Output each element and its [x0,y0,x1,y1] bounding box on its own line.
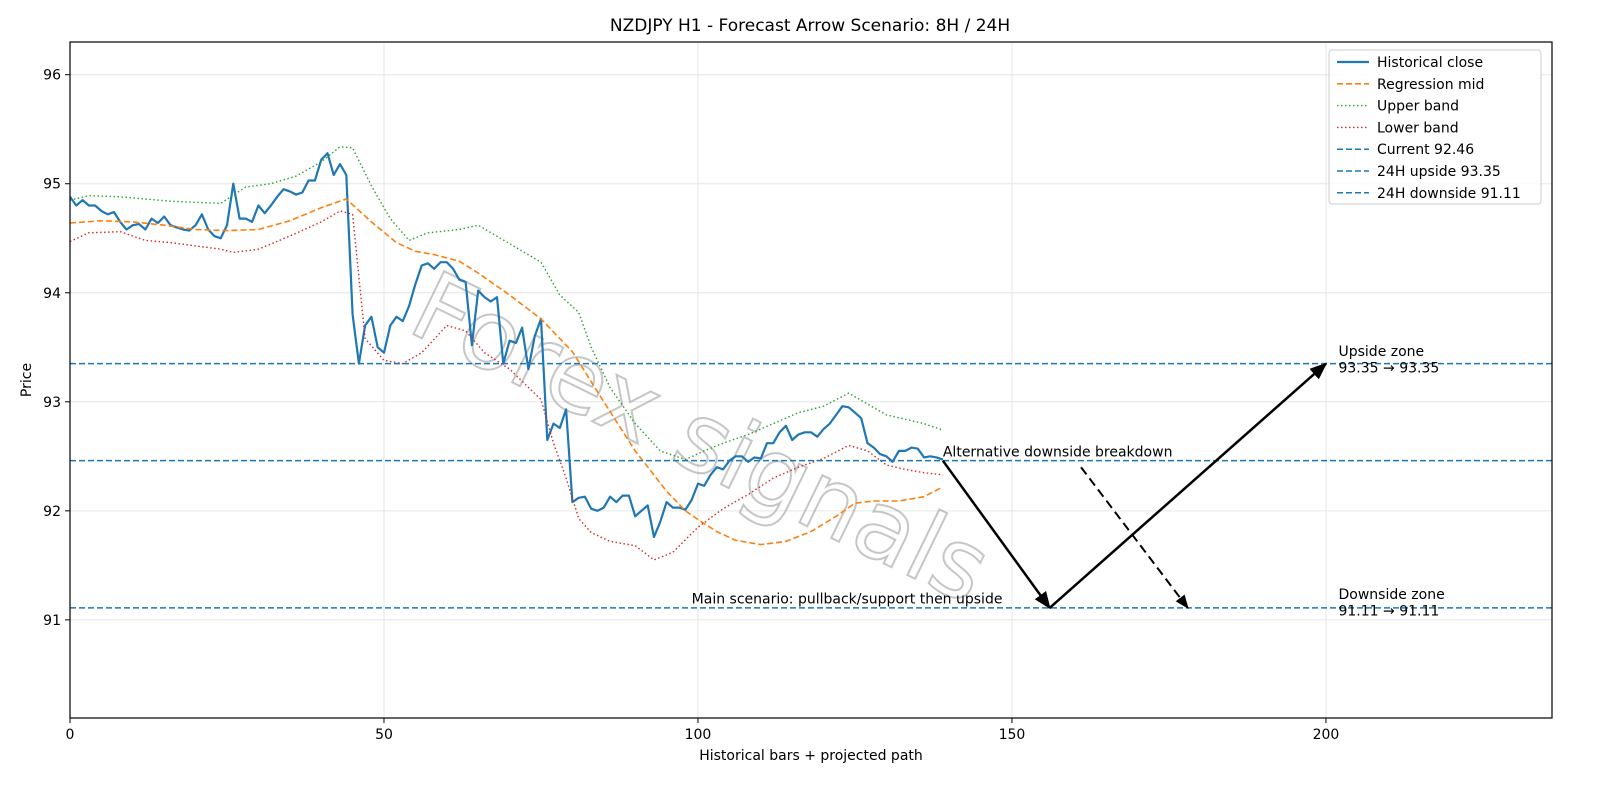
main-scenario-down-arrow [941,459,1051,610]
y-tick-label: 96 [43,68,61,84]
legend-box [1328,49,1542,205]
lower-band-line [70,210,943,561]
legend-entry-label: Historical close [1377,55,1483,71]
legend-entry-label: Upper band [1377,99,1459,115]
x-tick-label: 100 [685,727,712,743]
legend-entry-label: Regression mid [1377,77,1484,93]
y-tick-label: 92 [43,504,61,520]
alternative-breakdown-arrow [1080,466,1189,609]
x-axis-label: Historical bars + projected path [699,748,923,764]
legend-entry-label: 24H upside 93.35 [1377,164,1501,180]
historical-close-line [70,152,944,539]
x-tick-label: 200 [1313,727,1340,743]
plot-frame [69,41,1553,719]
y-tick-label: 91 [43,613,61,629]
upside-zone-range-label: 93.35 → 93.35 [1338,360,1439,376]
y-tick-label: 93 [43,395,61,411]
legend-entry-label: Lower band [1377,120,1459,136]
x-tick-label: 50 [375,727,393,743]
legend-entry-label: 24H downside 91.11 [1377,186,1521,202]
downside-zone-title-label: Downside zone [1338,587,1444,603]
chart-title: NZDJPY H1 - Forecast Arrow Scenario: 8H … [610,16,1010,36]
series-group [70,145,944,561]
y-tick-label: 94 [43,286,61,302]
regression-mid-line [70,198,944,546]
y-tick-label: 95 [43,177,61,193]
alt-scenario-label: Alternative downside breakdown [943,444,1173,460]
upside-zone-title-label: Upside zone [1338,344,1424,360]
watermark: Forex signals [394,249,1008,626]
legend: Historical close Regression mid Upper band… [1328,49,1542,205]
grid [69,42,1552,718]
downside-zone-range-label: 91.11 → 91.11 [1338,604,1439,620]
x-tick-label: 0 [66,727,75,743]
scenario-arrows [941,362,1328,610]
main-scenario-label: Main scenario: pullback/support then ups… [692,592,1003,608]
main-scenario-up-arrow [1048,362,1328,609]
y-axis-label: Price [19,363,35,397]
x-tick-label: 150 [999,727,1026,743]
legend-entry-label: Current 92.46 [1377,142,1474,158]
watermark-text: Forex signals [395,250,1007,625]
axis-ticks: 0 50 100 150 200 91 92 93 94 95 96 [43,68,1339,743]
reference-lines [70,362,1552,609]
